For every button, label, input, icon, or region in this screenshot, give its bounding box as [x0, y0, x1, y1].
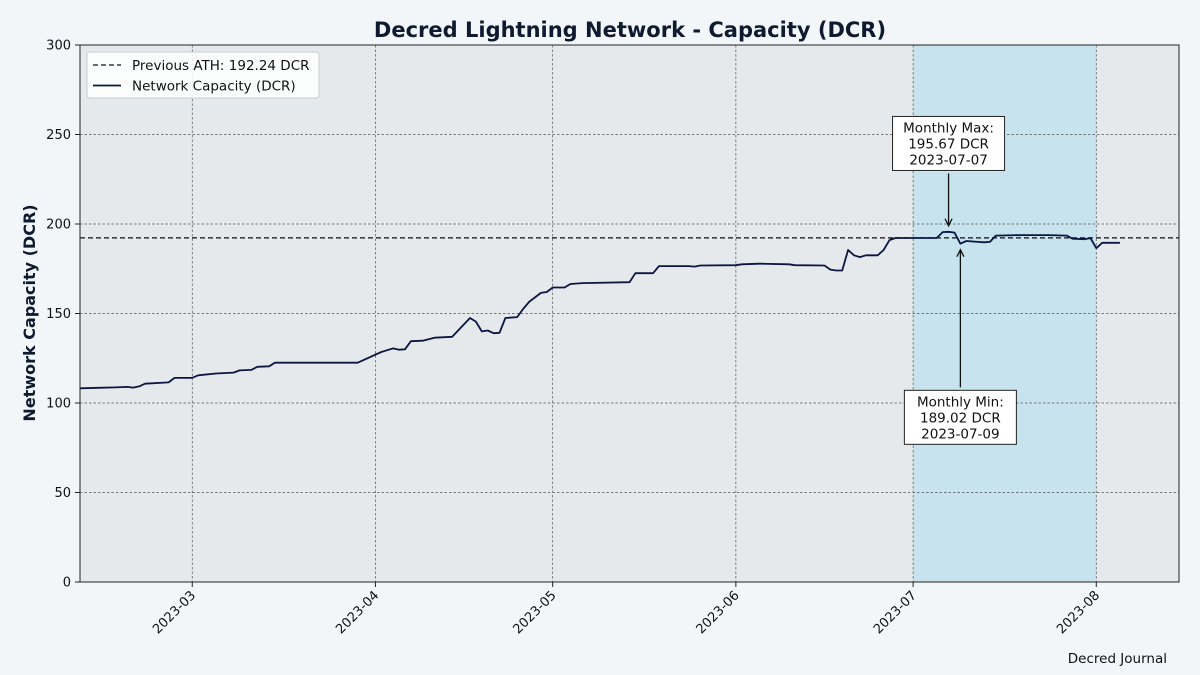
annotation-text-max: 195.67 DCR	[908, 136, 989, 152]
series-line-capacity	[79, 230, 1120, 390]
annotation-text-max: Monthly Max:	[903, 120, 994, 136]
series-layer	[79, 230, 1120, 390]
chart-title: Decred Lightning Network - Capacity (DCR…	[374, 18, 886, 42]
annotation-box-max	[892, 115, 1006, 171]
annotation-text-min: 189.02 DCR	[920, 410, 1001, 426]
legend: Previous ATH: 192.24 DCR Network Capacity…	[86, 51, 320, 99]
legend-box	[86, 51, 320, 99]
y-tick-label: 50	[54, 486, 71, 501]
annotation-text-max: 2023-07-07	[909, 152, 987, 168]
y-tick-label: 0	[63, 576, 71, 591]
annotation-arrowhead-min	[956, 248, 965, 257]
y-tick-label: 250	[46, 128, 71, 143]
y-tick-label: 100	[46, 397, 71, 412]
y-axis-label: Network Capacity (DCR)	[20, 204, 39, 421]
y-tick-label: 300	[46, 39, 71, 54]
x-tick-label: 2023-08	[1054, 588, 1103, 637]
y-tick-label: 200	[46, 218, 71, 233]
x-tick-label: 2023-03	[150, 588, 199, 637]
x-tick-label: 2023-06	[694, 588, 743, 637]
legend-label: Previous ATH: 192.24 DCR	[132, 58, 310, 74]
footer-credit: Decred Journal	[1068, 651, 1167, 667]
annotation-text-min: 2023-07-09	[921, 426, 999, 442]
x-tick-label: 2023-07	[871, 588, 920, 637]
annotations-layer: Monthly Max:195.67 DCR2023-07-07Monthly …	[892, 115, 1017, 445]
x-tick-label: 2023-05	[510, 588, 559, 637]
y-tick-label: 150	[46, 307, 71, 322]
legend-label: Network Capacity (DCR)	[132, 79, 296, 95]
x-tick-label: 2023-04	[333, 588, 382, 637]
annotation-box-min	[903, 389, 1017, 445]
annotation-text-min: Monthly Min:	[917, 394, 1004, 410]
annotation-arrowhead-max	[944, 218, 953, 228]
